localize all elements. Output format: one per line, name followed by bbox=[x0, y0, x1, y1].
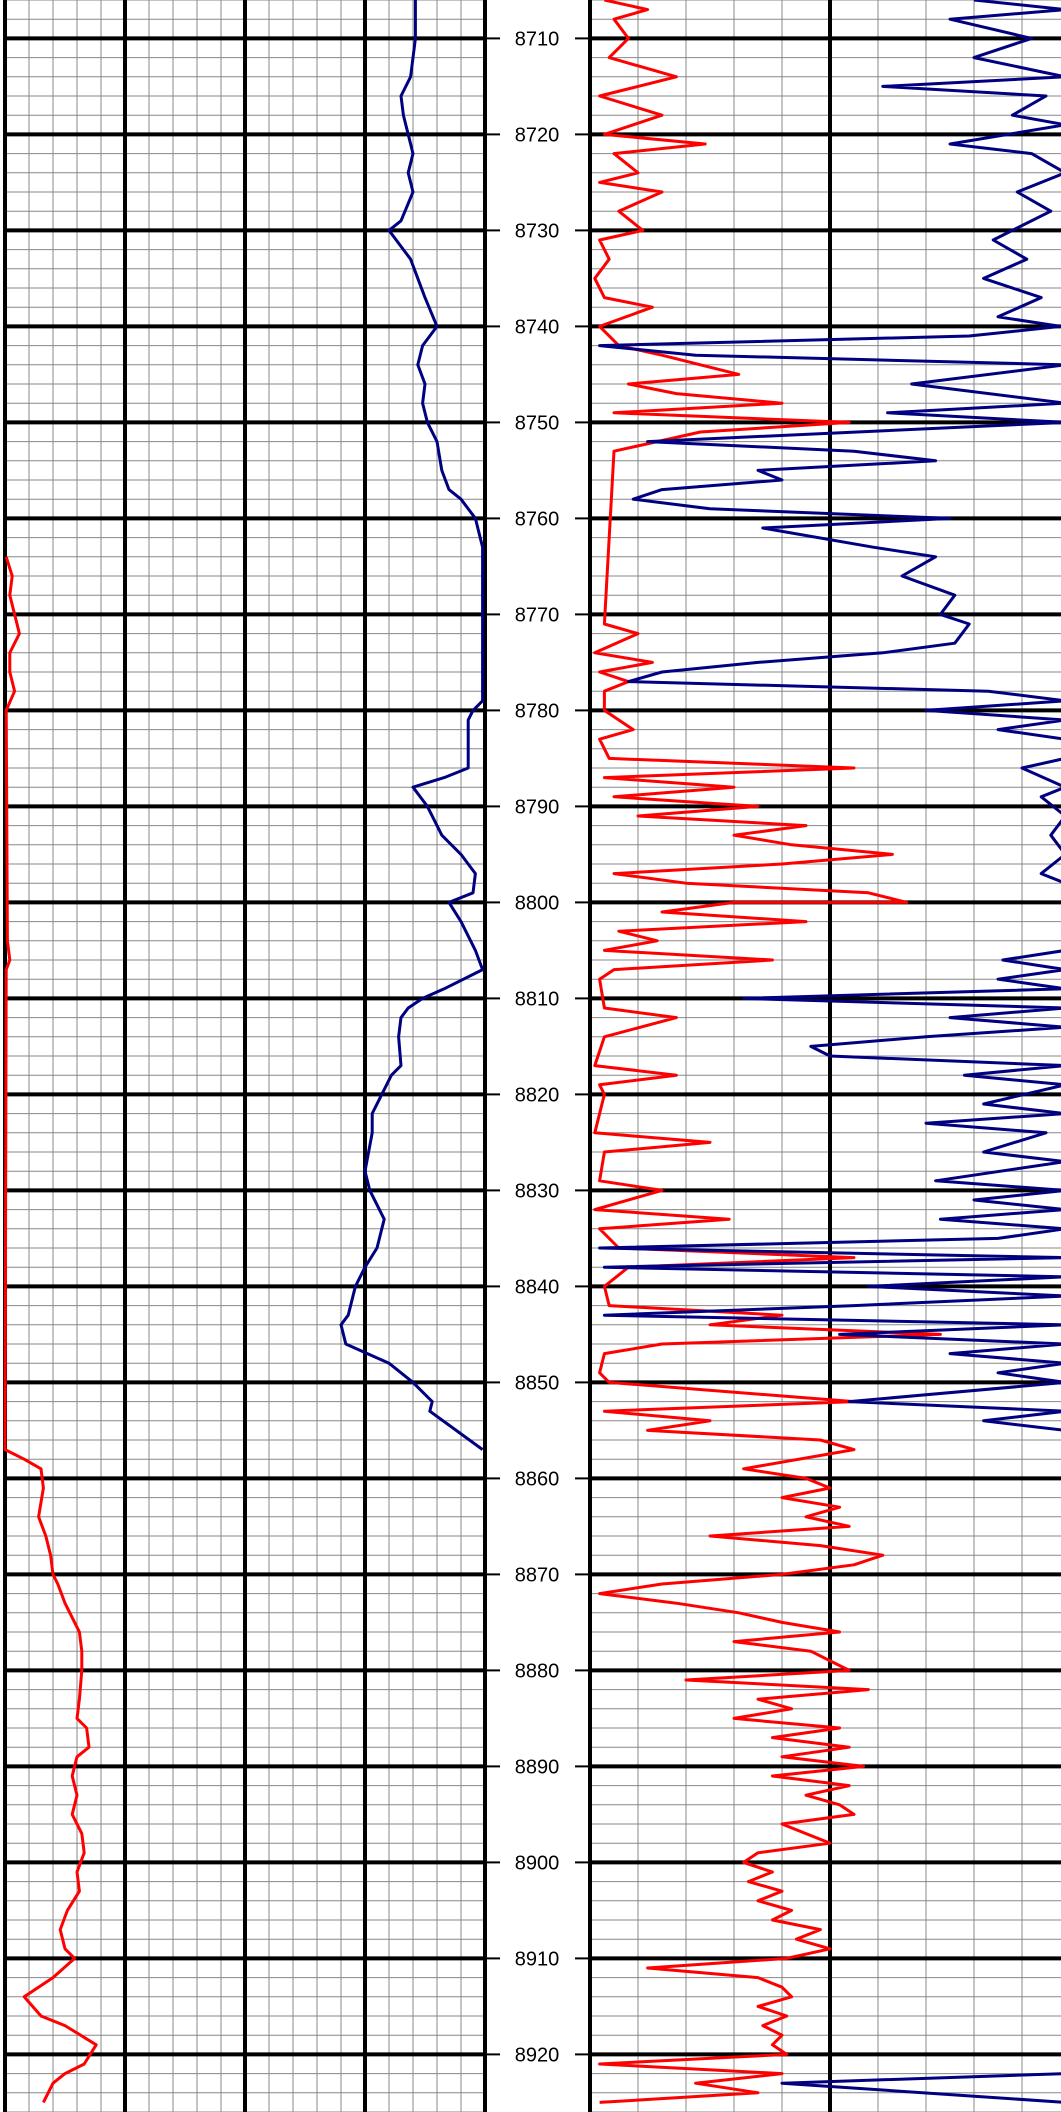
depth-tick-label: 8780 bbox=[515, 700, 560, 722]
depth-tick-label: 8800 bbox=[515, 892, 560, 914]
depth-tick-label: 8710 bbox=[515, 28, 560, 50]
depth-tick-label: 8740 bbox=[515, 316, 560, 338]
depth-tick-label: 8820 bbox=[515, 1084, 560, 1106]
depth-tick-label: 8770 bbox=[515, 604, 560, 626]
depth-tick-label: 8850 bbox=[515, 1372, 560, 1394]
log-curve-track1-series1 bbox=[3, 556, 98, 2104]
depth-tick-label: 8750 bbox=[515, 412, 560, 434]
depth-tick-label: 8890 bbox=[515, 1756, 560, 1778]
depth-tick-label: 8860 bbox=[515, 1468, 560, 1490]
log-curve-track3-series1 bbox=[593, 0, 942, 2104]
depth-tick-label: 8760 bbox=[515, 508, 560, 530]
depth-tick-label: 8790 bbox=[515, 796, 560, 818]
depth-tick-label: 8880 bbox=[515, 1660, 560, 1682]
depth-tick-label: 8810 bbox=[515, 988, 560, 1010]
curve-layer bbox=[3, 0, 1061, 2104]
depth-tick-label: 8830 bbox=[515, 1180, 560, 1202]
depth-tick-label: 8900 bbox=[515, 1852, 560, 1874]
depth-tick-label: 8840 bbox=[515, 1276, 560, 1298]
depth-axis: 8710 8720 8730 8740 8750 8760 8770 8780 8790 8800… bbox=[485, 28, 590, 2066]
depth-tick-label: 8910 bbox=[515, 1948, 560, 1970]
log-curve-track2-series1 bbox=[339, 0, 485, 1451]
depth-tick-label: 8920 bbox=[515, 2044, 560, 2066]
log-curve-track3-series2 bbox=[598, 0, 1061, 2104]
depth-tick-label: 8730 bbox=[515, 220, 560, 242]
depth-tick-label: 8720 bbox=[515, 124, 560, 146]
depth-tick-label: 8870 bbox=[515, 1564, 560, 1586]
